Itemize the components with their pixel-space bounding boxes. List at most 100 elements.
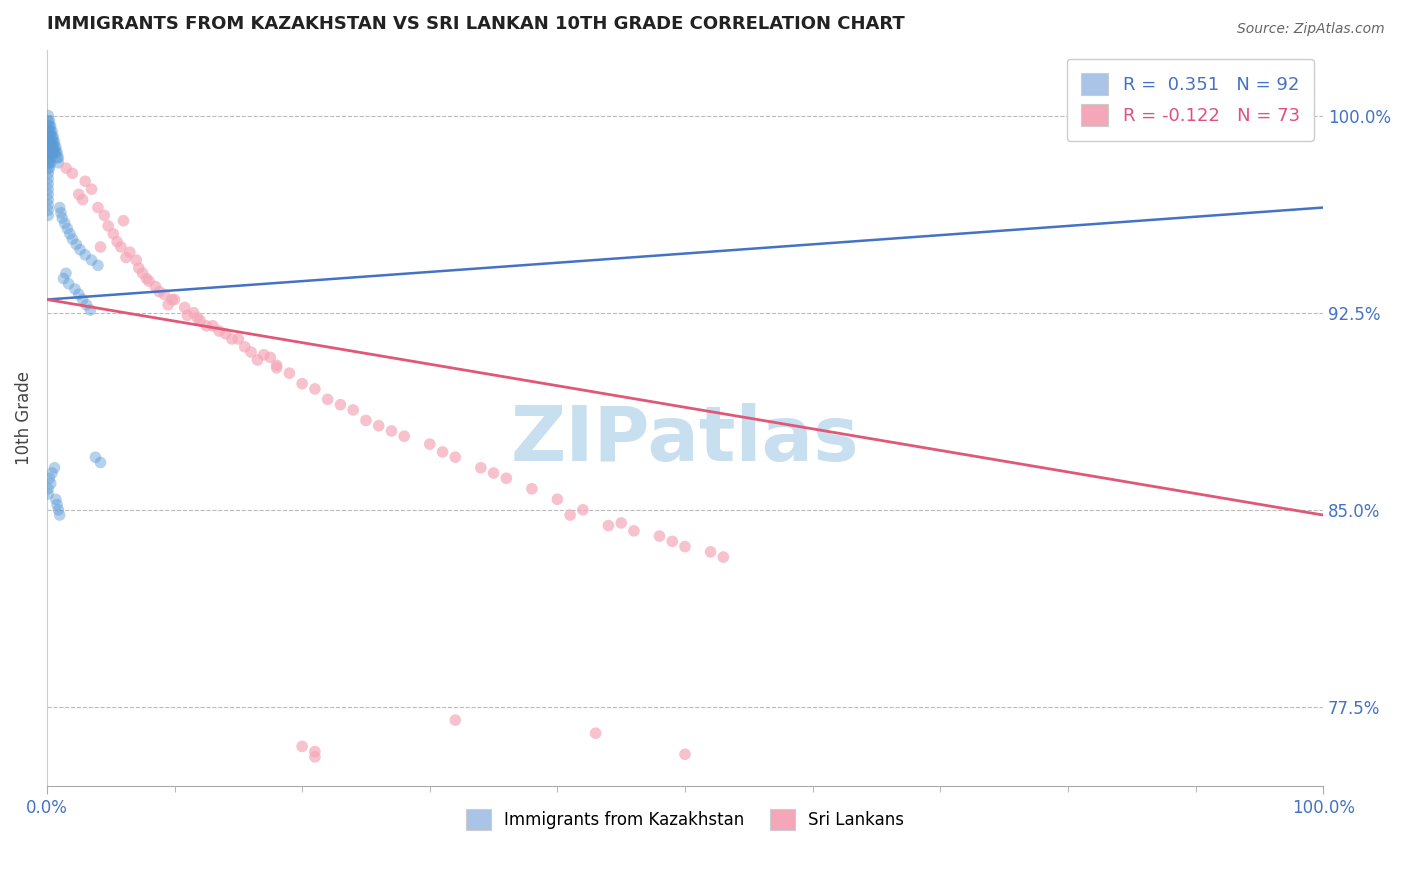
- Point: [112, 213, 135, 227]
- Point: [246, 353, 269, 368]
- Point: [87, 258, 110, 272]
- Point: [148, 285, 170, 299]
- Point: [39, 119, 62, 133]
- Point: [37, 135, 59, 149]
- Point: [75, 248, 97, 262]
- Point: [367, 418, 389, 433]
- Point: [37, 171, 59, 186]
- Point: [42, 140, 65, 154]
- Point: [253, 348, 276, 362]
- Point: [37, 482, 59, 496]
- Point: [62, 232, 84, 246]
- Point: [38, 135, 60, 149]
- Point: [67, 187, 90, 202]
- Point: [186, 310, 208, 325]
- Point: [188, 313, 211, 327]
- Point: [711, 550, 734, 565]
- Text: Source: ZipAtlas.com: Source: ZipAtlas.com: [1237, 22, 1385, 37]
- Point: [39, 140, 62, 154]
- Point: [56, 221, 79, 235]
- Point: [39, 145, 62, 160]
- Point: [214, 326, 236, 341]
- Point: [228, 332, 250, 346]
- Point: [585, 726, 607, 740]
- Point: [37, 161, 59, 175]
- Point: [48, 503, 70, 517]
- Point: [41, 466, 63, 480]
- Point: [41, 145, 63, 160]
- Point: [52, 271, 75, 285]
- Point: [610, 516, 633, 530]
- Point: [195, 318, 218, 333]
- Point: [53, 216, 76, 230]
- Point: [482, 466, 505, 480]
- Point: [38, 119, 60, 133]
- Point: [58, 277, 80, 291]
- Point: [470, 460, 492, 475]
- Point: [39, 129, 62, 144]
- Point: [46, 151, 69, 165]
- Point: [291, 739, 314, 754]
- Point: [163, 293, 186, 307]
- Point: [342, 403, 364, 417]
- Point: [37, 119, 59, 133]
- Point: [560, 508, 582, 522]
- Point: [44, 135, 66, 149]
- Point: [89, 455, 111, 469]
- Point: [432, 445, 454, 459]
- Point: [266, 358, 288, 372]
- Legend: Immigrants from Kazakhstan, Sri Lankans: Immigrants from Kazakhstan, Sri Lankans: [460, 803, 911, 837]
- Point: [55, 266, 77, 280]
- Text: ZIPatlas: ZIPatlas: [510, 403, 859, 477]
- Point: [115, 251, 138, 265]
- Point: [183, 306, 205, 320]
- Point: [44, 145, 66, 160]
- Point: [240, 345, 263, 359]
- Point: [110, 240, 132, 254]
- Point: [572, 503, 595, 517]
- Point: [37, 166, 59, 180]
- Point: [37, 140, 59, 154]
- Point: [105, 235, 128, 249]
- Point: [97, 219, 120, 233]
- Point: [495, 471, 517, 485]
- Point: [42, 129, 65, 144]
- Point: [37, 177, 59, 191]
- Point: [135, 271, 157, 285]
- Point: [87, 201, 110, 215]
- Point: [37, 193, 59, 207]
- Point: [39, 151, 62, 165]
- Point: [266, 360, 288, 375]
- Point: [316, 392, 339, 407]
- Point: [79, 303, 101, 318]
- Point: [48, 151, 70, 165]
- Point: [48, 156, 70, 170]
- Point: [291, 376, 314, 391]
- Point: [37, 156, 59, 170]
- Point: [37, 182, 59, 196]
- Point: [48, 508, 70, 522]
- Point: [55, 161, 77, 175]
- Point: [75, 298, 97, 312]
- Point: [46, 498, 69, 512]
- Point: [118, 245, 141, 260]
- Point: [673, 540, 696, 554]
- Point: [201, 318, 224, 333]
- Point: [38, 161, 60, 175]
- Point: [208, 324, 231, 338]
- Point: [63, 282, 86, 296]
- Point: [93, 209, 115, 223]
- Point: [394, 429, 416, 443]
- Point: [38, 151, 60, 165]
- Point: [62, 166, 84, 180]
- Point: [37, 198, 59, 212]
- Point: [304, 382, 326, 396]
- Point: [72, 193, 94, 207]
- Point: [354, 413, 377, 427]
- Point: [38, 124, 60, 138]
- Point: [41, 135, 63, 149]
- Point: [41, 124, 63, 138]
- Point: [176, 308, 198, 322]
- Point: [45, 492, 67, 507]
- Point: [138, 274, 160, 288]
